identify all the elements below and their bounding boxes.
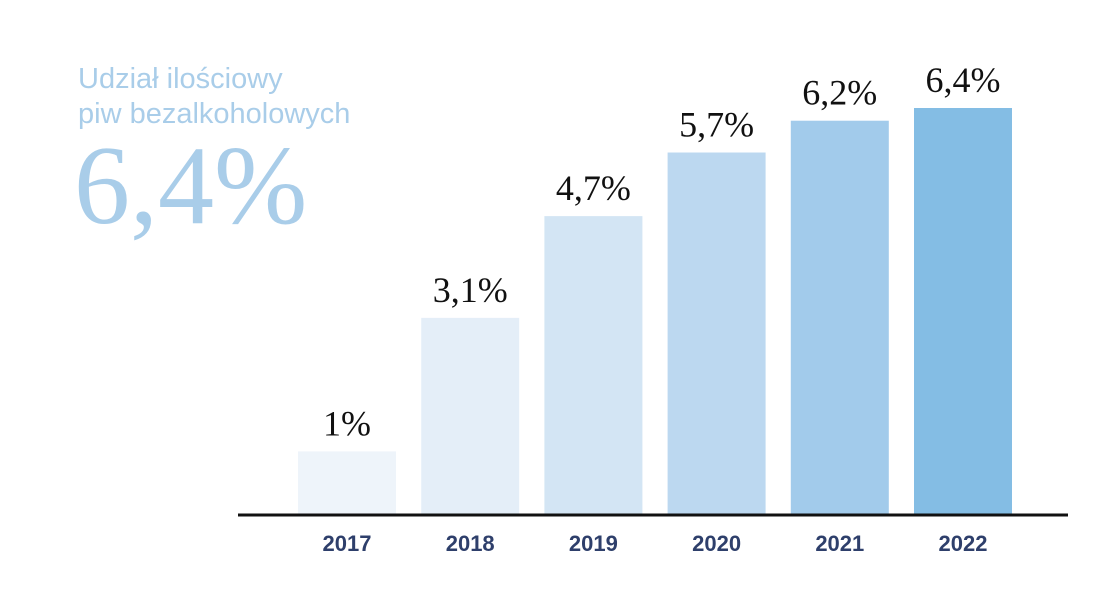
bar-2018 [421,317,520,515]
category-label-2017: 2017 [323,531,372,556]
bar-2017 [298,451,396,515]
data-label-2017: 1% [323,403,371,443]
headline-line-1: Udział ilościowy [78,63,283,95]
data-label-2018: 3,1% [433,270,508,310]
data-label-2022: 6,4% [926,60,1001,100]
bar-2020 [667,152,766,515]
bar-2019 [544,216,643,515]
category-label-2022: 2022 [939,531,988,556]
bars-group [298,108,1012,515]
data-label-2020: 5,7% [679,105,754,145]
headline-value: 6,4% [74,124,308,248]
category-label-2019: 2019 [569,531,618,556]
category-label-2021: 2021 [815,531,864,556]
category-label-2020: 2020 [692,531,741,556]
labels-group: 1% 2017 3,1% 2018 4,7% 2019 5,7% 2020 6,2% 2021 6,… [323,60,1001,556]
chart-headline: Udział ilościowy piw bezalkoholowych [78,62,350,132]
headline-line-2: piw bezalkoholowych [78,98,351,130]
category-label-2018: 2018 [446,531,495,556]
bar-2022 [914,108,1012,515]
bar-2021 [790,120,889,515]
data-label-2021: 6,2% [802,73,877,113]
data-label-2019: 4,7% [556,168,631,208]
